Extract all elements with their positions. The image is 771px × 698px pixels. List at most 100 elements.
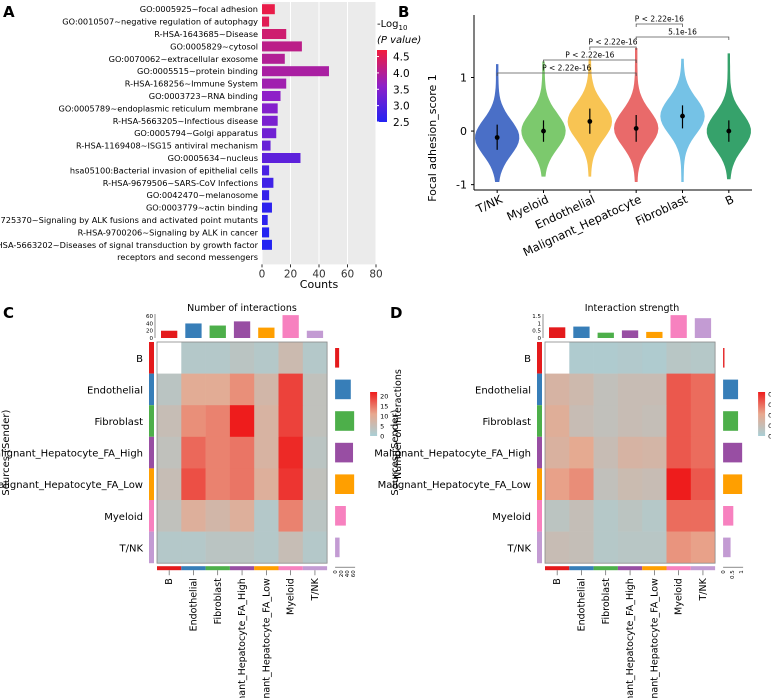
row-label: Myeloid [104,512,143,523]
heatmap-cell [666,373,692,406]
heatmap-cell [181,468,206,501]
violin-5 [706,53,751,180]
row-color-strip [149,373,154,406]
bar-2 [262,29,287,39]
heatmap-cell [205,436,231,469]
col-color-strip [181,566,206,571]
x-tick-label: 80 [369,268,382,280]
col-color-strip [593,566,618,571]
right-axis-label: 40 [345,570,351,577]
heatmap-title: Interaction strength [585,303,680,314]
legend-colorbar [377,50,387,122]
col-sum-bar [209,325,226,338]
heatmap-cell [666,531,692,564]
heatmap-cell [278,500,304,532]
comparison-bracket [543,59,637,63]
heatmap-cell [278,405,304,438]
col-label: Malignant_Hepatocyte_FA_Low [261,578,272,698]
heatmap-cell [593,342,619,374]
heatmap-cell [181,531,206,564]
row-color-strip [537,436,542,469]
heatmap-border [156,341,328,564]
heatmap-cell [157,373,182,406]
top-axis-label: 20 [146,329,153,335]
comparison-pvalue: P < 2.22e-16 [635,15,684,24]
comparison-bracket [496,72,637,76]
col-label: Endothelial [576,578,587,631]
category-label: GO:0003723~RNA binding [149,91,258,101]
heatmap-cell [254,405,279,438]
row-color-strip [149,531,154,564]
heatmap-cell [690,531,716,564]
col-sum-bar [646,331,663,338]
y-tick-label: -1 [456,179,467,192]
violin-1 [521,61,566,177]
heatmap-cell [278,342,304,374]
heatmap-cell [302,405,328,438]
heatmap-cell [545,405,570,438]
col-label: Malignant_Hepatocyte_FA_High [625,578,636,698]
bar-1 [262,16,270,27]
heatmap-cell [545,342,570,374]
heatmap-cell [205,342,231,374]
col-color-strip [642,566,667,571]
panel-label-a: A [3,3,15,21]
row-label: Endothelial [475,385,531,396]
legend-title-log: -Log [377,19,398,30]
col-color-strip [302,566,328,571]
heatmap-cell [157,500,182,532]
row-label: Malignant_Hepatocyte_FA_Low [378,480,531,491]
row-color-strip [149,468,154,500]
bar-8 [262,103,278,114]
comparison-bracket [635,36,730,40]
legend-tick-label: 0.1 [768,422,771,430]
heatmap-cell [302,531,328,564]
col-color-strip [229,566,255,571]
heatmap-cell [617,531,643,564]
top-axis-label: 60 [146,314,153,320]
heatmap-cell [181,500,206,532]
row-label: B [524,354,531,365]
col-sum-bar [694,318,712,338]
heatmap-cell [229,468,255,501]
heatmap-cell [666,342,692,374]
x-tick-label: B [723,192,736,208]
row-sum-bar [723,348,725,368]
right-axis-label: 0 [333,570,339,574]
heatmap-cell [229,531,255,564]
heatmap-cell [690,436,716,469]
row-sum-bar [723,506,734,526]
legend-neglog10-p: -Log10 (P value) 4.5 4.0 3.5 3.0 2.5 [377,19,421,129]
heatmap-cell [617,405,643,438]
col-color-strip [666,566,691,571]
heatmap-cell [278,373,304,406]
heatmap-cell [181,405,206,438]
heatmap-cell [254,468,279,501]
legend-tick-label: 10 [380,413,388,421]
row-label: B [136,354,143,365]
top-axis-label: 0 [538,336,542,342]
row-sum-bar [335,379,351,400]
x-tick-label: T/NK [473,192,505,217]
heatmap-cell [593,468,619,501]
heatmap-cell [593,531,619,564]
bar-19 [262,239,272,250]
row-color-strip [537,373,542,406]
top-axis-label: 0 [150,336,154,342]
heatmap-cell [666,436,692,469]
category-label: R-HSA-1643685~Disease [154,29,258,39]
heatmap-cell [254,436,279,469]
bar-13 [262,165,270,176]
heatmap-cell [642,531,667,564]
heatmap-cell [642,468,667,501]
legend-tick-label: 15 [380,403,388,411]
legend-title: Number of interactions [393,369,404,479]
heatmap-cell [545,500,570,532]
col-color-strip [545,566,570,571]
heatmap-cell [157,468,182,501]
col-label: Myeloid [286,578,297,615]
heatmap-cell [278,436,304,469]
panel-d-heatmap: Interaction strength B Endothelial Fibrobla… [374,303,771,698]
col-label: Malignant_Hepatocyte_FA_High [237,578,248,698]
heatmap-cell [690,500,716,532]
